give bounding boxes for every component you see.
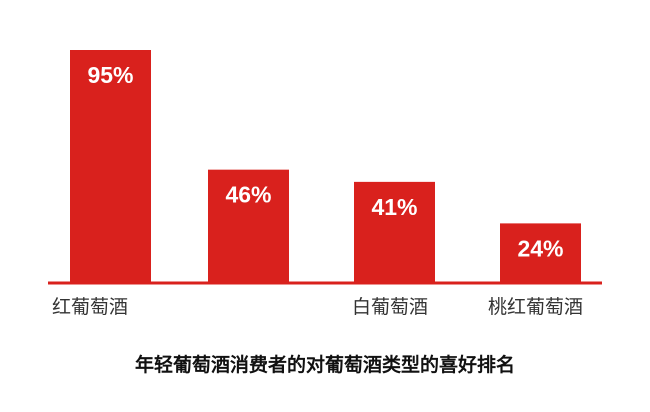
bar: [208, 169, 289, 282]
data-label: 24%: [517, 235, 563, 261]
data-label: 46%: [225, 182, 271, 208]
bar: [70, 50, 151, 282]
bar: [500, 223, 581, 282]
data-label: 95%: [87, 62, 133, 88]
category-label: 桃红葡萄酒: [488, 296, 584, 318]
bar: [354, 181, 435, 282]
data-label: 41%: [371, 194, 417, 220]
category-label: 白葡萄酒: [352, 296, 429, 318]
category-label: 红葡萄酒: [52, 296, 129, 318]
chart-title: 年轻葡萄酒消费者的对葡萄酒类型的喜好排名: [134, 354, 515, 376]
